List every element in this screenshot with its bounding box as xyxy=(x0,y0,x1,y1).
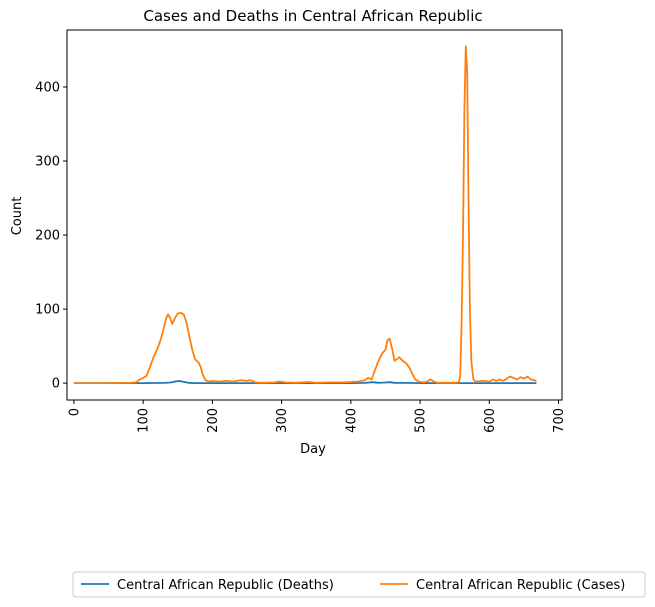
series-line-cases xyxy=(73,45,537,384)
y-tick-label: 0 xyxy=(52,377,60,392)
x-tick-label: 200 xyxy=(206,408,221,433)
x-tick-label: 100 xyxy=(137,408,152,433)
y-tick-label: 400 xyxy=(35,81,60,96)
legend-frame xyxy=(72,571,646,598)
legend: Central African Republic (Deaths) Central… xyxy=(72,571,646,598)
x-tick-label: 600 xyxy=(483,408,498,433)
legend-label: Central African Republic (Deaths) xyxy=(117,578,334,593)
y-axis-title: Count xyxy=(10,197,25,236)
y-tick-label: 300 xyxy=(35,155,60,170)
y-tick-label: 100 xyxy=(35,303,60,318)
plot-area xyxy=(73,45,537,384)
legend-label: Central African Republic (Cases) xyxy=(416,578,625,593)
x-tick-label: 400 xyxy=(344,408,359,433)
x-axis: 0 100 200 300 400 500 600 700 xyxy=(67,400,567,433)
x-tick-label: 500 xyxy=(414,408,429,433)
chart-title: Cases and Deaths in Central African Repu… xyxy=(143,7,482,25)
x-tick-label: 0 xyxy=(67,408,82,416)
x-tick-label: 300 xyxy=(275,408,290,433)
y-axis: 0 100 200 300 400 xyxy=(35,81,67,392)
x-tick-label: 700 xyxy=(552,408,567,433)
plot-frame xyxy=(66,29,563,401)
x-axis-title: Day xyxy=(300,442,326,457)
y-tick-label: 200 xyxy=(35,229,60,244)
